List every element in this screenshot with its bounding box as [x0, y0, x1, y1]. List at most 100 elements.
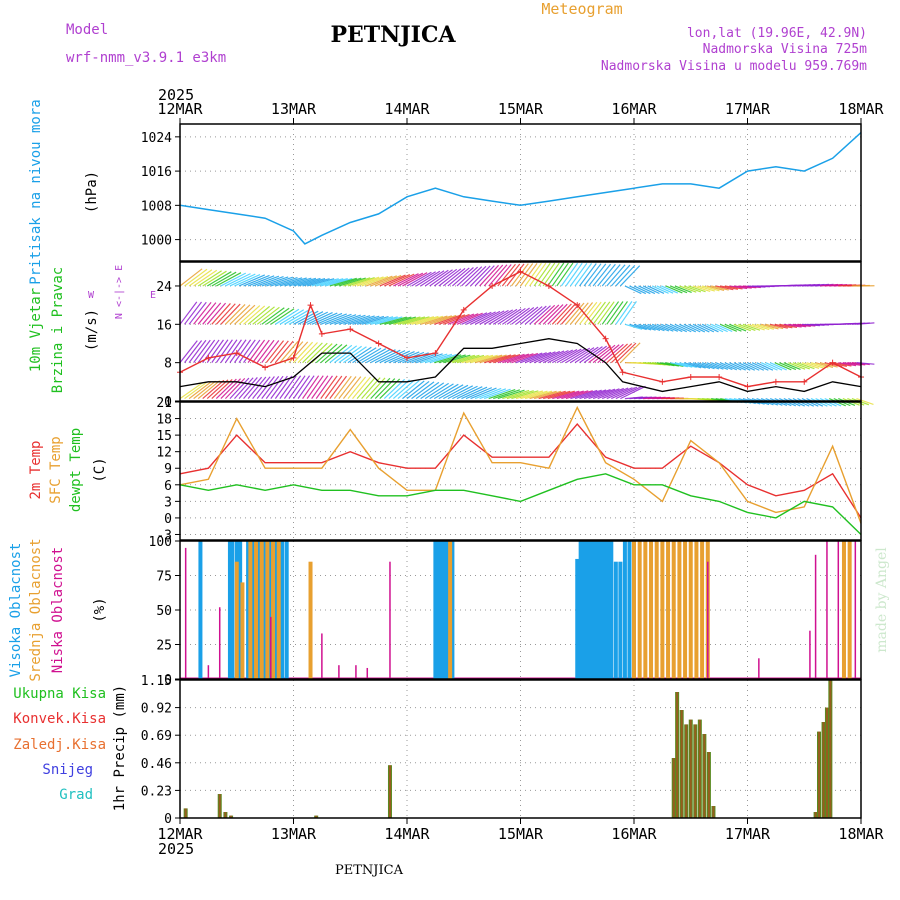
- wind-barb: [661, 285, 679, 294]
- wind-barb: [266, 276, 294, 287]
- wind-barb: [651, 323, 670, 332]
- precip-legend-convective: Konvek.Kisa: [13, 711, 106, 727]
- wind-barb: [343, 277, 371, 287]
- wind-barb: [547, 262, 565, 287]
- y-tick-label: 0: [164, 812, 172, 827]
- wind-barb: [552, 390, 580, 400]
- wind-barb: [588, 263, 607, 287]
- y-tick-label: 21: [156, 396, 172, 411]
- wind-barb: [670, 323, 688, 333]
- wind-barb: [492, 264, 512, 287]
- wind-barb: [670, 285, 688, 294]
- cloud-bar: [448, 541, 453, 679]
- wind-barb: [520, 263, 538, 287]
- wind-barb: [279, 277, 307, 287]
- wind-barb: [220, 303, 241, 325]
- wind-barb: [338, 277, 366, 287]
- wind-barb: [243, 339, 261, 364]
- year-top: 2025: [158, 86, 194, 104]
- precip-bar-convective: [218, 794, 221, 818]
- cloud-bar: [671, 541, 676, 679]
- wind-barb: [583, 301, 602, 325]
- x-tick-label-top: 13MAR: [271, 100, 317, 118]
- x-tick-label-top: 16MAR: [611, 100, 657, 118]
- wind-barb: [715, 362, 733, 371]
- wind-barb: [252, 306, 275, 325]
- wind-barb: [438, 384, 464, 400]
- wind-barb: [411, 271, 436, 287]
- cloud-bar: [677, 541, 682, 679]
- wind-barb: [197, 270, 222, 287]
- wind-barb: [520, 352, 547, 364]
- precip-bar-convective: [814, 812, 817, 818]
- wind-barb: [538, 350, 565, 364]
- pressure-title: Pritisak na nivou mora: [28, 99, 44, 284]
- wind-barb: [193, 269, 218, 287]
- cloud-bar: [814, 554, 817, 679]
- wind-barb: [406, 316, 435, 325]
- wind-barb: [579, 346, 603, 364]
- wind-barb: [270, 308, 295, 325]
- wind-barb: [420, 353, 448, 364]
- wind-barb: [320, 278, 348, 287]
- wind-speed-line: [179, 338, 862, 393]
- wind-barb: [283, 375, 302, 399]
- wind-barb: [365, 316, 394, 325]
- wind-barb: [479, 354, 507, 364]
- wind-barb: [697, 285, 715, 292]
- wind-barb: [665, 362, 684, 367]
- wind-barb: [615, 264, 636, 287]
- cloud-bar: [660, 541, 665, 679]
- cloud-bar: [265, 541, 270, 679]
- wind-barb: [592, 344, 616, 364]
- cloud-bar: [585, 541, 590, 679]
- wind-barb: [447, 354, 476, 364]
- wind-barb: [384, 350, 411, 364]
- wind-barb: [279, 375, 297, 399]
- wind-barb: [288, 310, 314, 325]
- wind-barb: [179, 268, 203, 287]
- wind-barb: [683, 285, 702, 293]
- wind-barb: [279, 340, 299, 364]
- temp-line-dewpt-temp: [179, 473, 862, 536]
- wind-barb: [484, 354, 512, 364]
- wind-barb: [433, 268, 458, 287]
- wind-barb: [429, 383, 454, 400]
- wind-barb: [216, 272, 242, 287]
- wind-barb: [738, 323, 756, 332]
- cloud-bar: [263, 541, 268, 679]
- wind-barb: [283, 341, 304, 364]
- y-tick-label: 6: [164, 479, 172, 494]
- wind-barb: [256, 276, 284, 287]
- wind-barb: [547, 303, 568, 325]
- wind-barb: [411, 315, 439, 325]
- wind-barb: [756, 323, 775, 330]
- y-tick-label: 75: [156, 570, 172, 585]
- wind-barb: [560, 262, 579, 287]
- wind-barb: [656, 285, 674, 294]
- cloud-bar: [274, 541, 279, 679]
- wind-barb: [579, 263, 597, 287]
- wind-barb: [610, 264, 631, 287]
- wind-barb: [601, 301, 620, 325]
- x-tick-label-bottom: 14MAR: [384, 825, 430, 843]
- precip-bar-convective: [818, 731, 821, 818]
- wind-barb: [774, 323, 793, 329]
- wind-barb: [479, 264, 499, 287]
- wind-barb: [665, 285, 683, 294]
- wind-barb: [370, 275, 398, 287]
- wind-barb: [601, 264, 621, 287]
- wind-barb: [402, 316, 430, 325]
- x-tick-label-top: 14MAR: [384, 100, 430, 118]
- wind-barb: [452, 385, 478, 400]
- y-tick-label: 1024: [141, 131, 172, 146]
- wind-barb: [234, 304, 256, 325]
- wind-barb: [701, 323, 719, 333]
- cloud-bar: [632, 541, 636, 679]
- x-tick-label-top: 18MAR: [838, 100, 884, 118]
- wind-barb: [588, 301, 606, 325]
- y-tick-label: 15: [156, 429, 172, 444]
- wind-barb: [756, 362, 774, 371]
- cloud-bar: [184, 547, 187, 679]
- wind-barb: [465, 265, 487, 287]
